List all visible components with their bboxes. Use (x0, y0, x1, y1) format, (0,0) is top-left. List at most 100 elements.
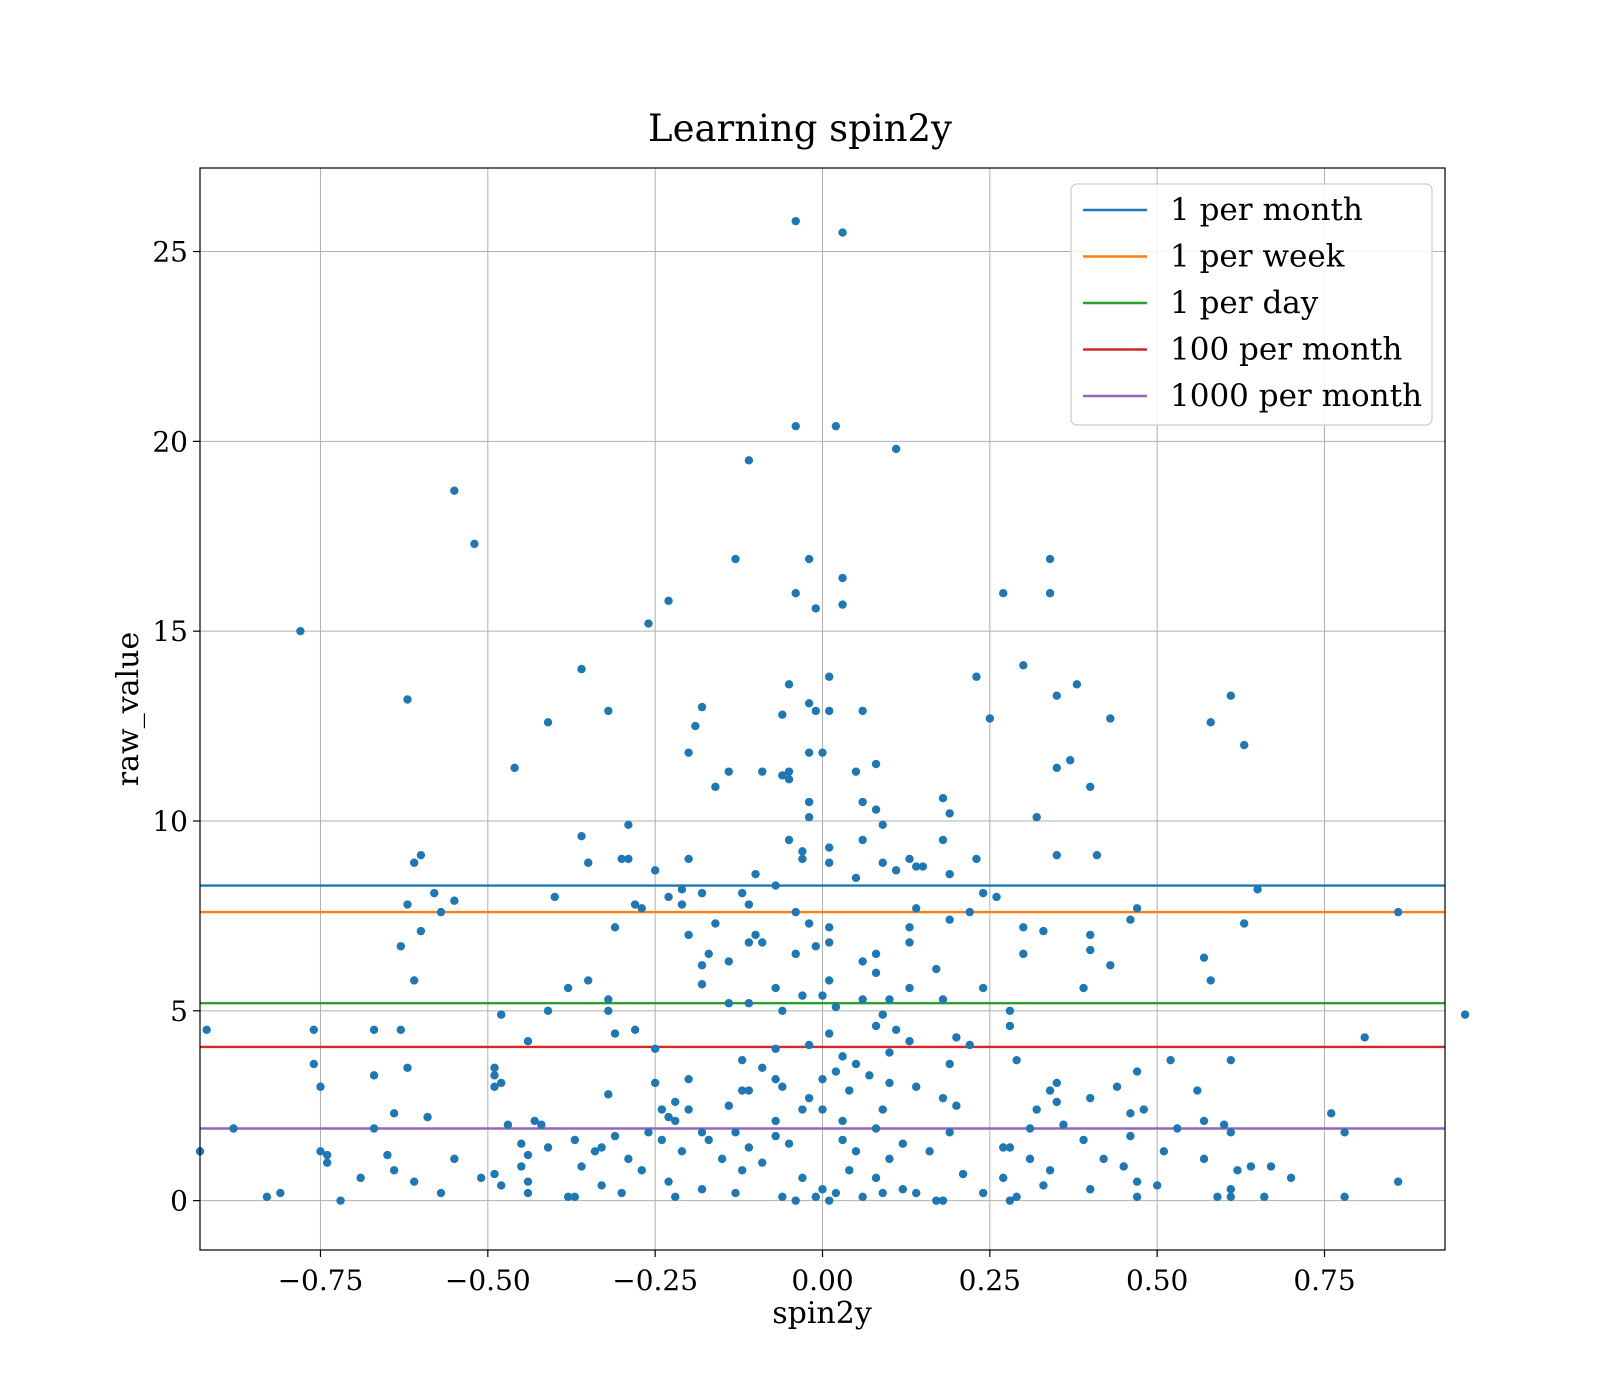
data-point (871, 759, 881, 769)
data-point (858, 1192, 867, 1202)
data-point (824, 938, 834, 947)
legend: 1 per month 1 per week 1 per day 100 per mo… (1070, 183, 1433, 426)
data-point (798, 854, 807, 864)
data-point (604, 1090, 613, 1099)
data-point (563, 983, 573, 993)
data-point (737, 1055, 747, 1065)
data-point (403, 900, 412, 909)
data-point (229, 1124, 238, 1133)
data-point (1193, 1086, 1202, 1095)
data-point (677, 885, 687, 894)
data-point (798, 1105, 807, 1114)
data-point (1260, 1192, 1269, 1202)
data-point (1086, 945, 1095, 955)
data-point (316, 1147, 325, 1156)
data-point (791, 949, 800, 959)
data-point (1079, 983, 1088, 993)
data-point (664, 892, 673, 902)
data-point (577, 1162, 586, 1171)
data-point (811, 1192, 821, 1202)
data-point (497, 1010, 506, 1019)
data-point (824, 843, 834, 852)
data-point (1005, 1196, 1015, 1205)
data-point (409, 1177, 419, 1186)
data-point (784, 835, 794, 845)
data-point (791, 907, 800, 917)
data-point (322, 1158, 332, 1167)
data-point (1126, 1109, 1135, 1118)
data-point (737, 1086, 747, 1095)
data-point (791, 1196, 800, 1205)
data-point (724, 999, 733, 1008)
data-point (818, 991, 827, 1000)
data-point (691, 721, 700, 731)
data-point (550, 892, 559, 902)
data-point (731, 554, 740, 564)
data-point (684, 930, 693, 940)
data-point (845, 1166, 854, 1175)
data-point (932, 964, 941, 974)
data-point (383, 1150, 392, 1160)
data-point (316, 1082, 325, 1091)
data-point (758, 1063, 767, 1072)
data-point (604, 706, 613, 716)
data-point (697, 702, 707, 712)
data-point (1132, 1067, 1142, 1076)
data-point (724, 767, 733, 776)
data-point (912, 1188, 921, 1198)
data-point (1086, 1093, 1095, 1103)
data-point (865, 1071, 874, 1080)
data-point (202, 1025, 211, 1035)
data-point (938, 794, 948, 803)
data-point (1079, 1135, 1088, 1145)
data-point (630, 1025, 640, 1035)
data-point (778, 1192, 787, 1202)
data-point (537, 1120, 546, 1129)
data-point (523, 1036, 533, 1046)
data-point (1340, 1128, 1349, 1137)
data-point (1253, 885, 1262, 894)
data-point (878, 1188, 887, 1198)
data-point (1012, 1192, 1021, 1202)
data-point (671, 1116, 680, 1126)
data-point (610, 1029, 620, 1038)
data-point (945, 1128, 954, 1137)
data-point (711, 919, 720, 928)
data-point (704, 1135, 713, 1145)
data-point (664, 1177, 673, 1186)
data-point (416, 850, 426, 860)
data-point (999, 1173, 1008, 1183)
data-point (891, 866, 901, 875)
data-point (851, 1059, 861, 1069)
data-point (905, 1036, 914, 1046)
data-point (811, 604, 821, 613)
data-point (851, 767, 861, 776)
data-point (1266, 1162, 1276, 1171)
data-point (369, 1124, 379, 1133)
data-point (858, 957, 867, 966)
data-point (664, 596, 673, 605)
data-point (798, 991, 807, 1000)
data-point (1219, 1120, 1229, 1129)
data-point (818, 748, 827, 757)
data-point (804, 919, 814, 928)
data-point (436, 907, 446, 917)
data-point (918, 862, 928, 871)
data-point (1032, 1105, 1041, 1114)
data-point (771, 1116, 780, 1126)
data-point (1460, 1010, 1470, 1019)
data-point (778, 1082, 787, 1091)
data-point (838, 1052, 847, 1061)
threshold-lines (200, 884, 1445, 1130)
data-point (811, 942, 821, 951)
x-tick-label: 0.50 (1126, 1264, 1188, 1297)
data-point (824, 1196, 834, 1205)
data-point (436, 1188, 446, 1198)
data-point (905, 923, 914, 932)
data-point (744, 1143, 754, 1152)
data-point (604, 1006, 613, 1016)
data-point (731, 1188, 740, 1198)
data-point (885, 1154, 894, 1164)
data-point (1086, 930, 1095, 940)
data-point (1025, 1124, 1035, 1133)
